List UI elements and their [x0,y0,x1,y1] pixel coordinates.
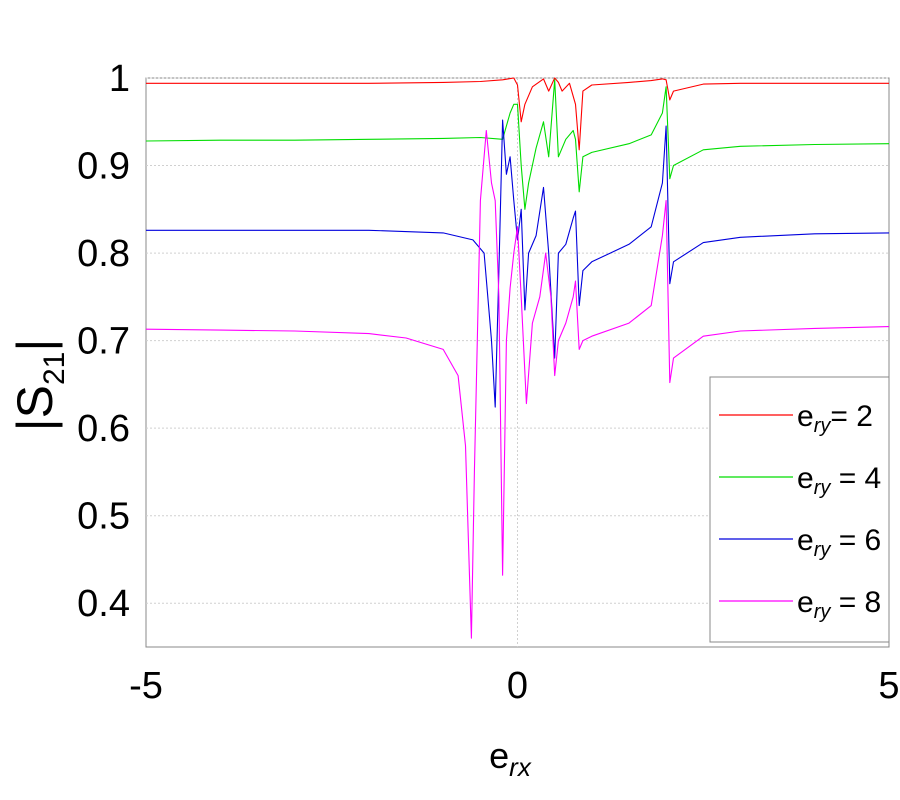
legend: ery= 2 ery = 4 ery = 6 ery = 8 [709,376,890,643]
x-tick-label: 0 [507,665,528,707]
y-tick-label: 0.6 [77,408,130,450]
legend-label-4: ery = 8 [797,586,881,623]
series-line-1 [146,77,889,151]
x-axis-ticks: -5 0 5 [129,665,899,707]
y-tick-label: 0.7 [77,321,130,363]
y-axis-title: |S21| [7,339,71,432]
y-tick-label: 1 [109,58,130,100]
x-axis-title: erx [489,735,532,782]
legend-box [709,376,890,643]
series-line-2 [145,79,890,210]
legend-label-3: ery = 6 [797,524,881,561]
x-tick-label: 5 [878,665,899,707]
series-line-4 [145,129,890,639]
series-lines [145,77,890,639]
y-axis-title-sub: 21 [38,352,71,385]
gridlines [146,77,889,647]
y-tick-label: 0.4 [77,583,130,625]
x-axis-title-base: e [489,735,509,776]
legend-label-2: ery = 4 [797,462,881,499]
y-axis-title-base: |S [7,385,63,431]
legend-items: ery= 2 ery = 4 ery = 6 ery = 8 [719,400,881,623]
y-tick-label: 0.5 [77,496,130,538]
plot-area [145,77,890,648]
y-axis-title-close: | [7,339,63,352]
y-tick-label: 0.8 [77,233,130,275]
series-line-3 [146,119,890,408]
x-tick-label: -5 [129,665,163,707]
y-tick-label: 0.9 [77,146,130,188]
x-axis-title-sub: rx [509,752,532,782]
legend-label-1: ery= 2 [797,400,873,437]
y-axis-ticks: 0.4 0.5 0.6 0.7 0.8 0.9 1 [77,58,130,625]
